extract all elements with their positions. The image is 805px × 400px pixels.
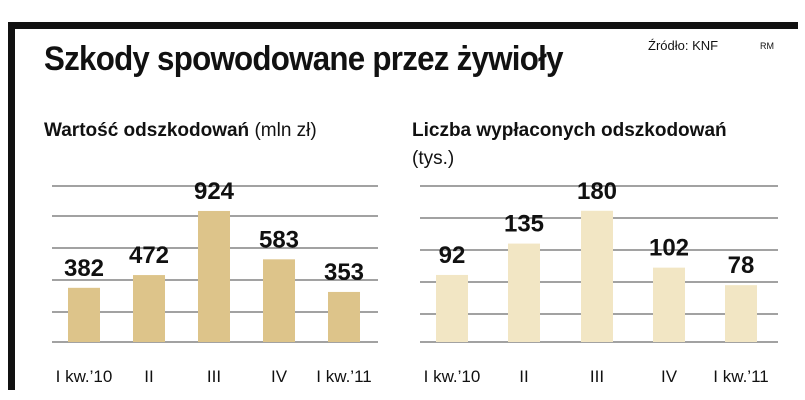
left-bar-4 bbox=[328, 291, 360, 342]
right-bar-4 bbox=[725, 285, 757, 342]
left-value-label-0: 382 bbox=[64, 255, 104, 282]
page-title: Szkody spowodowane przez żywioły bbox=[44, 40, 563, 78]
right-value-label-2: 180 bbox=[577, 178, 617, 205]
left-bar-0 bbox=[68, 287, 100, 342]
left-category-label-2: III bbox=[207, 367, 221, 386]
right-bar-2 bbox=[581, 210, 613, 342]
left-bar-3 bbox=[263, 259, 295, 342]
right-category-label-4: I kw.’11 bbox=[713, 367, 768, 386]
right-category-label-2: III bbox=[590, 367, 604, 386]
right-value-label-4: 78 bbox=[728, 252, 755, 279]
right-category-label-3: IV bbox=[661, 367, 678, 386]
right-value-label-0: 92 bbox=[439, 242, 466, 269]
left-category-label-0: I kw.’10 bbox=[56, 367, 113, 386]
right-bar-3 bbox=[653, 267, 685, 342]
left-bar-1 bbox=[133, 275, 165, 342]
right-chart-title-text: Liczba wypłaconych odszkodowań bbox=[412, 120, 727, 141]
right-bar-0 bbox=[436, 274, 468, 342]
credit-note: RM bbox=[760, 41, 774, 51]
right-category-label-1: II bbox=[519, 367, 528, 386]
frame-left-rule bbox=[8, 22, 15, 390]
left-value-label-4: 353 bbox=[324, 259, 364, 286]
source-note: Źródło: KNF bbox=[648, 38, 719, 53]
left-category-label-4: I kw.’11 bbox=[316, 367, 371, 386]
left-value-label-2: 924 bbox=[194, 178, 235, 205]
left-chart-title-text: Wartość odszkodowań bbox=[44, 120, 250, 141]
right-chart-title: Liczba wypłaconych odszkodowań bbox=[412, 120, 727, 142]
left-category-label-1: II bbox=[144, 367, 153, 386]
right-chart-unit: (tys.) bbox=[412, 148, 455, 169]
right-bar-1 bbox=[508, 243, 540, 342]
left-bar-2 bbox=[198, 210, 230, 342]
left-chart-unit: (mln zł) bbox=[254, 120, 317, 141]
left-value-label-3: 583 bbox=[259, 226, 299, 253]
left-category-label-3: IV bbox=[271, 367, 288, 386]
right-value-label-1: 135 bbox=[504, 211, 544, 238]
left-chart-title: Wartość odszkodowań (mln zł) bbox=[44, 120, 317, 142]
frame-top-rule bbox=[8, 22, 798, 29]
left-value-label-1: 472 bbox=[129, 242, 169, 269]
right-category-label-0: I kw.’10 bbox=[424, 367, 481, 386]
right-value-label-3: 102 bbox=[649, 235, 689, 262]
